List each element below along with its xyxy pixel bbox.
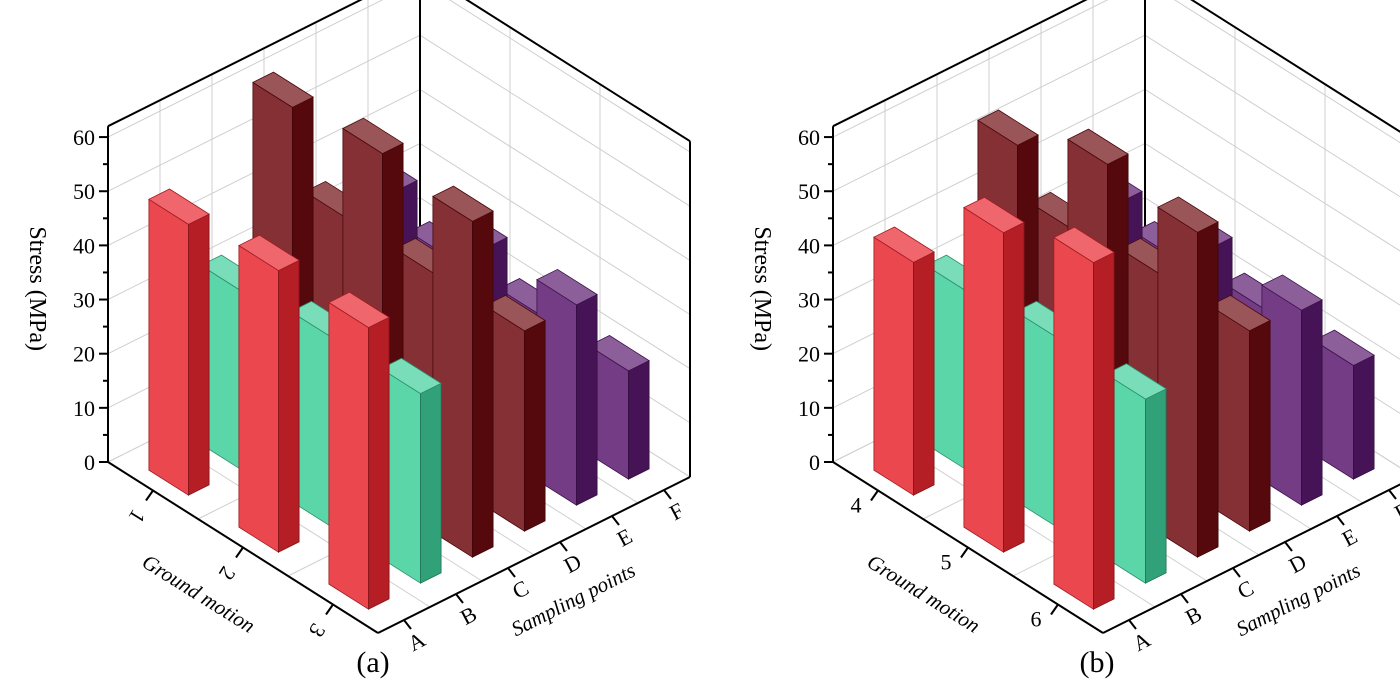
sampling-point-tick-label: F <box>1390 497 1400 525</box>
y-tick-label: 60 <box>798 125 820 150</box>
bar <box>1157 196 1219 558</box>
sampling-axis <box>377 476 691 634</box>
bar <box>536 268 598 506</box>
bars <box>148 71 650 610</box>
panel-caption: (b) <box>1080 646 1115 679</box>
bar <box>1261 274 1323 506</box>
bar <box>1053 226 1115 610</box>
y-tick-label: 10 <box>798 396 820 421</box>
y-tick-label: 20 <box>73 342 95 367</box>
sampling-point-tick-label: C <box>1233 575 1258 604</box>
bars <box>873 109 1375 610</box>
bar <box>484 294 546 532</box>
sampling-point-tick-label: E <box>1338 523 1362 551</box>
y-axis-label: Stress (MPa) <box>749 226 775 351</box>
panel-caption: (a) <box>356 646 389 679</box>
sampling-axis <box>1102 483 1400 634</box>
ground-motion-tick-label: 2 <box>214 562 241 585</box>
ground-motion-tick-label: 6 <box>1031 607 1042 632</box>
y-tick-label: 50 <box>798 179 820 204</box>
ground-motion-axis-label: Ground motion <box>138 549 259 637</box>
sampling-point-tick-label: A <box>404 627 430 657</box>
y-axis-label: Stress (MPa) <box>24 226 50 351</box>
sampling-point-tick-label: B <box>456 601 481 630</box>
bar <box>432 185 494 558</box>
y-tick-label: 30 <box>73 288 95 313</box>
ground-motion-axis-label: Ground motion <box>863 549 984 637</box>
bar <box>1313 329 1375 480</box>
bar <box>328 291 390 610</box>
sampling-point-tick-label: D <box>1285 549 1311 579</box>
bar <box>1105 363 1167 584</box>
bar <box>238 234 300 553</box>
ground-motion-tick-label: 1 <box>124 505 151 528</box>
y-tick-label: 0 <box>84 450 95 475</box>
sampling-point-tick-label: D <box>560 549 586 579</box>
y-tick-label: 40 <box>798 233 820 258</box>
y-tick-label: 0 <box>809 450 820 475</box>
sampling-point-tick-label: C <box>508 575 533 604</box>
y-tick-label: 60 <box>73 125 95 150</box>
bar <box>963 196 1025 553</box>
y-tick-label: 50 <box>73 179 95 204</box>
bar <box>873 226 935 496</box>
y-tick-label: 40 <box>73 233 95 258</box>
sampling-point-tick-label: A <box>1129 627 1155 657</box>
bar <box>380 357 442 584</box>
sampling-point-tick-label: B <box>1181 601 1206 630</box>
y-tick-label: 10 <box>73 396 95 421</box>
sampling-point-tick-label: E <box>613 523 637 551</box>
ground-motion-tick-label: 3 <box>304 619 331 642</box>
bar <box>588 335 650 480</box>
sampling-point-tick-label: F <box>665 497 688 525</box>
bar <box>148 188 210 496</box>
ground-motion-tick-label: 4 <box>851 493 862 518</box>
y-tick-label: 20 <box>798 342 820 367</box>
bar <box>1209 294 1271 532</box>
ground-motion-tick-label: 5 <box>941 550 952 575</box>
y-tick-label: 30 <box>798 288 820 313</box>
